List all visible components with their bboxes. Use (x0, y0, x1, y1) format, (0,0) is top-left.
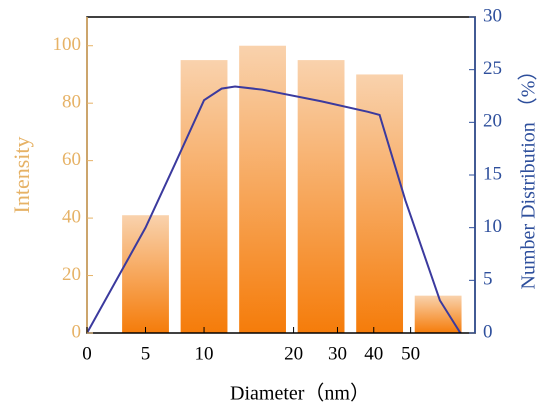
bar (122, 215, 169, 333)
line (86, 85, 462, 334)
y2-tick-label: 25 (483, 58, 502, 79)
y2-tick-label: 10 (483, 216, 502, 237)
bar (356, 74, 404, 334)
y-axis-label: Intensity (9, 137, 34, 214)
x-tick-label: 0 (82, 343, 92, 364)
y2-tick-label: 5 (483, 269, 493, 290)
x-axis-label: Diameter（nm） (230, 382, 370, 405)
y2-tick-label: 15 (483, 163, 502, 184)
x-tick-label: 30 (328, 343, 347, 364)
y2-axis-label: Number Distribution （%） (517, 61, 540, 290)
x-tick-label: 50 (401, 343, 420, 364)
x-tick-label: 10 (195, 343, 214, 364)
x-tick-label: 5 (141, 343, 151, 364)
y2-tick-label: 20 (483, 111, 502, 132)
y-tick-label: 100 (53, 34, 82, 55)
bar (414, 295, 462, 333)
bar (180, 60, 228, 333)
y2-tick-label: 30 (483, 5, 502, 26)
y-tick-label: 40 (62, 206, 81, 227)
y-tick-label: 20 (62, 264, 81, 285)
x-tick-label: 40 (364, 343, 383, 364)
y2-tick-label: 0 (483, 321, 493, 342)
y-tick-label: 0 (72, 321, 82, 342)
y-tick-label: 80 (62, 92, 81, 113)
x-tick-label: 20 (284, 343, 303, 364)
y-tick-label: 60 (62, 149, 81, 170)
